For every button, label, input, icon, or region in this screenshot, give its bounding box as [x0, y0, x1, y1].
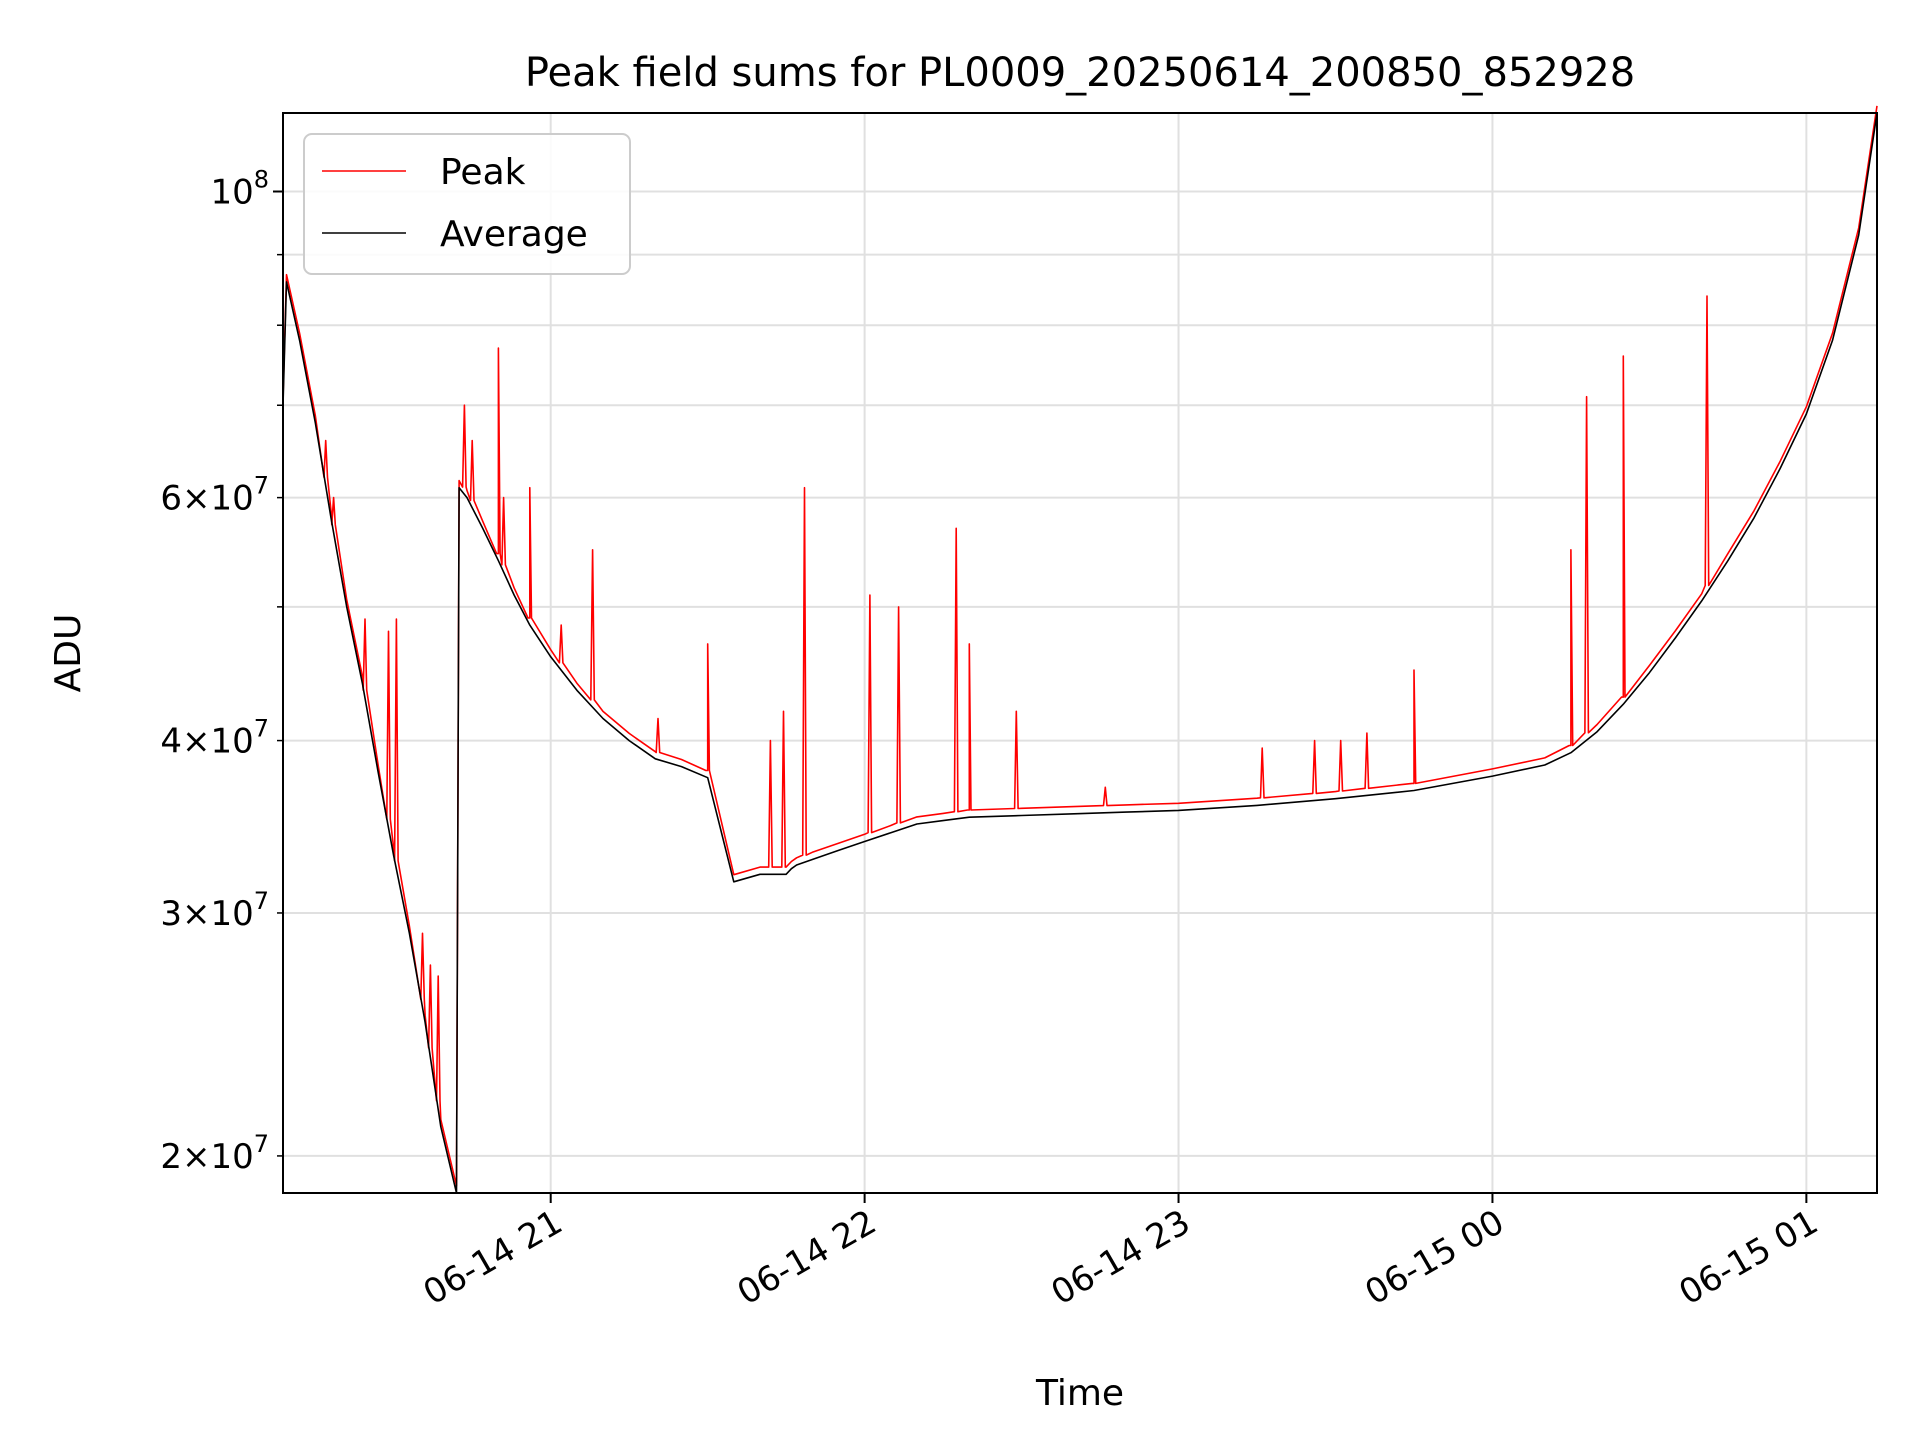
plot-frame — [282, 112, 1878, 1194]
y-tick-label: 3×107 — [160, 887, 269, 934]
series-lines — [282, 105, 1878, 1194]
legend: Peak Average — [303, 133, 631, 275]
series-line-average — [282, 112, 1878, 1194]
x-axis-label: Time — [1035, 1373, 1124, 1414]
y-tick-label: 2×107 — [160, 1130, 269, 1177]
chart-title: Peak field sums for PL0009_20250614_2008… — [525, 50, 1635, 96]
y-tick-label: 6×107 — [160, 472, 269, 519]
series-line-peak — [282, 105, 1878, 1187]
y-tick-label: 108 — [210, 166, 269, 213]
y-axis-label: ADU — [48, 614, 89, 693]
y-tick-label: 4×107 — [160, 715, 269, 762]
legend-label-peak: Peak — [440, 152, 526, 193]
legend-label-average: Average — [440, 214, 588, 255]
legend-box — [303, 133, 631, 275]
